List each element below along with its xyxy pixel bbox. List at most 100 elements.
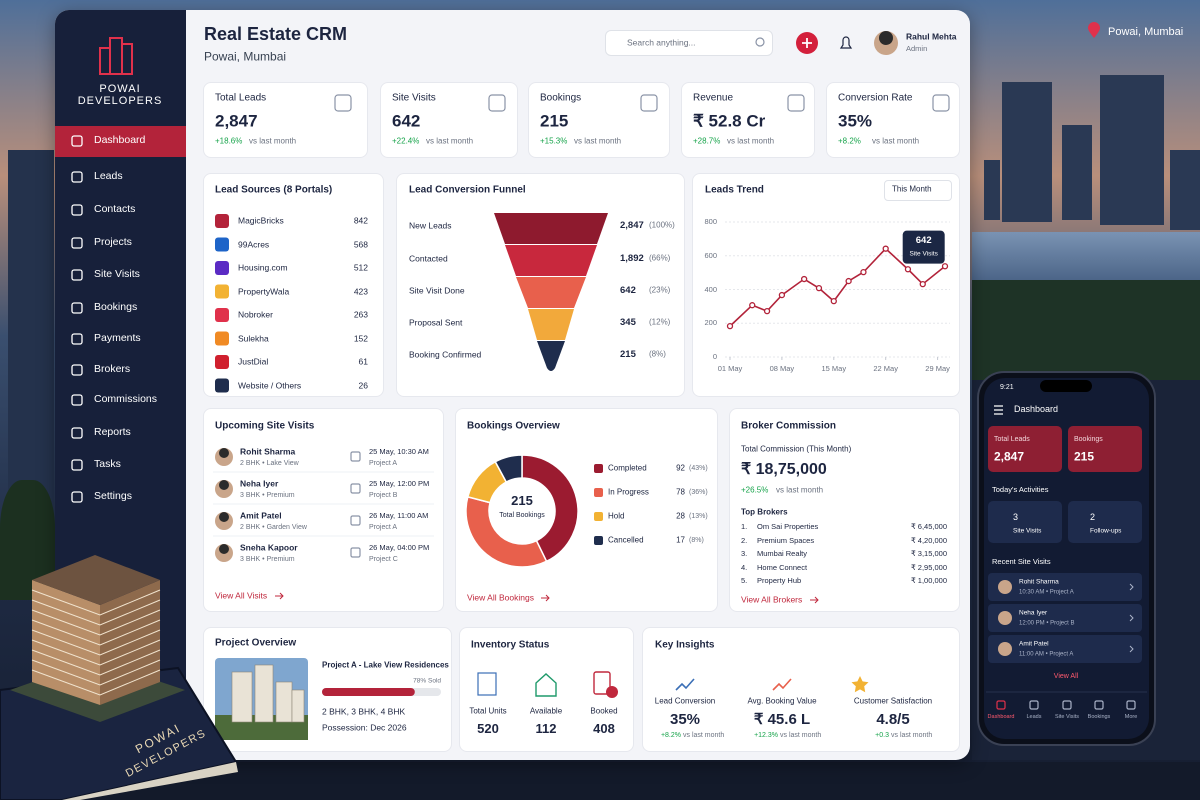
tab-label[interactable]: Leads [1026,713,1042,720]
building [984,160,1000,220]
broker-rank: 2. [741,535,748,545]
nav-icon [71,427,83,439]
visitor-hair [219,544,229,554]
model-floor [31,609,161,636]
source-icon [215,378,229,393]
nav-item[interactable]: Contacts [94,203,136,216]
link[interactable]: View All Brokers [741,594,803,605]
insight-note: vs last month [780,732,822,740]
period-select-label[interactable]: This Month [892,184,932,194]
phone-activity-label: Follow-ups [1090,527,1122,535]
inventory-panel [459,627,634,752]
nav-item[interactable]: Brokers [94,363,131,376]
link[interactable]: View All Visits [215,590,268,601]
book-pages [62,762,238,800]
kpi-icon [932,94,950,112]
broker-name: Om Sai Properties [757,521,819,531]
phone-visit-row [988,635,1142,663]
nav-item[interactable]: Tasks [94,458,121,471]
building [1062,125,1092,220]
search-input[interactable]: Search anything... [627,37,696,48]
commission-total: ₹ 18,75,000 [741,461,827,479]
broker-amount: ₹ 3,15,000 [910,548,947,558]
tab-label[interactable]: More [1124,713,1138,720]
visitor-detail: 2 BHK • Garden View [240,524,307,532]
building [8,150,54,530]
nav-item[interactable]: Commissions [94,393,158,406]
nav-item[interactable]: Reports [94,426,131,439]
visit-project: Project B [369,492,398,500]
insight-change: +8.2% [660,732,681,740]
tab-label[interactable]: Site Visits [1054,713,1080,720]
donut-total: 215 [511,492,533,508]
phone-section-title: Recent Site Visits [992,556,1051,566]
nav-item[interactable]: Bookings [94,301,138,314]
trend-point [749,302,756,309]
model-floor [31,629,161,656]
kpi-note: vs last month [249,136,297,146]
trend-point [800,275,808,283]
phone-title: Dashboard [1014,404,1059,415]
nav-item[interactable]: Site Visits [94,268,140,281]
legend-swatch [594,464,603,473]
phone-stat-value: 215 [1074,449,1095,464]
y-tick-label: 200 [704,318,717,328]
funnel-stage [528,309,574,340]
kpi-label: Site Visits [392,92,436,104]
source-count: 152 [353,332,368,343]
tab-label[interactable]: Bookings [1087,713,1111,720]
kpi-icon [640,94,658,112]
x-tick-label: 15 May [821,363,847,373]
visit-date: 25 May, 10:30 AM [369,446,429,456]
inventory-value: 112 [535,720,557,736]
nav-item[interactable]: Projects [94,236,132,249]
model-roof [32,555,160,605]
phone-visit-name: Rohit Sharma [1019,578,1059,586]
x-tick-label: 22 May [873,363,898,373]
x-tick-label: 01 May [717,363,743,373]
link-arrow [275,592,284,600]
insight-value: ₹ 45.6 L [753,710,811,728]
funnel-stage [494,213,608,244]
nav-item[interactable]: Dashboard [94,134,146,147]
location: Powai, Mumbai [1108,25,1184,38]
phone-link[interactable]: View All [1053,673,1079,681]
nav-item[interactable]: Settings [94,490,132,503]
panel-title: Lead Sources (8 Portals) [215,184,333,196]
funnel-pct: (66%) [649,253,671,263]
insight-icon [675,678,695,691]
phone-visit-row [988,604,1142,632]
legend-label: In Progress [608,487,649,497]
visitor-name: Rohit Sharma [240,446,296,457]
funnel-label: Contacted [409,253,448,264]
nav-item[interactable]: Payments [94,332,141,345]
chevron [1129,645,1134,653]
phone-activity-card [1068,501,1142,543]
funnel-stage [537,341,565,371]
insight-value: 4.8/5 [876,710,910,728]
model-floor [31,639,161,666]
project-tower [291,689,305,723]
nav-item[interactable]: Leads [94,170,123,183]
visitor-name: Sneha Kapoor [240,542,298,553]
tab-icon [996,700,1006,710]
broker-rank: 5. [741,575,748,585]
add-icon [802,38,812,48]
source-name: 99Acres [238,238,270,249]
tab-label[interactable]: Dashboard [987,713,1015,720]
model-floor [31,619,161,646]
y-tick-label: 400 [704,284,717,294]
visitor-detail: 2 BHK • Lake View [240,460,299,468]
link[interactable]: View All Bookings [467,592,534,603]
phone-stat-card [1068,426,1142,472]
commission-note: vs last month [776,485,824,495]
nav-icon [71,302,83,314]
legend-swatch [594,512,603,521]
legend-value: 92 [676,463,685,473]
calendar-icon [350,483,361,494]
phone-section-title: Today's Activities [992,484,1049,494]
sold-label: 78% Sold [413,677,441,685]
phone-stat-card [988,426,1062,472]
